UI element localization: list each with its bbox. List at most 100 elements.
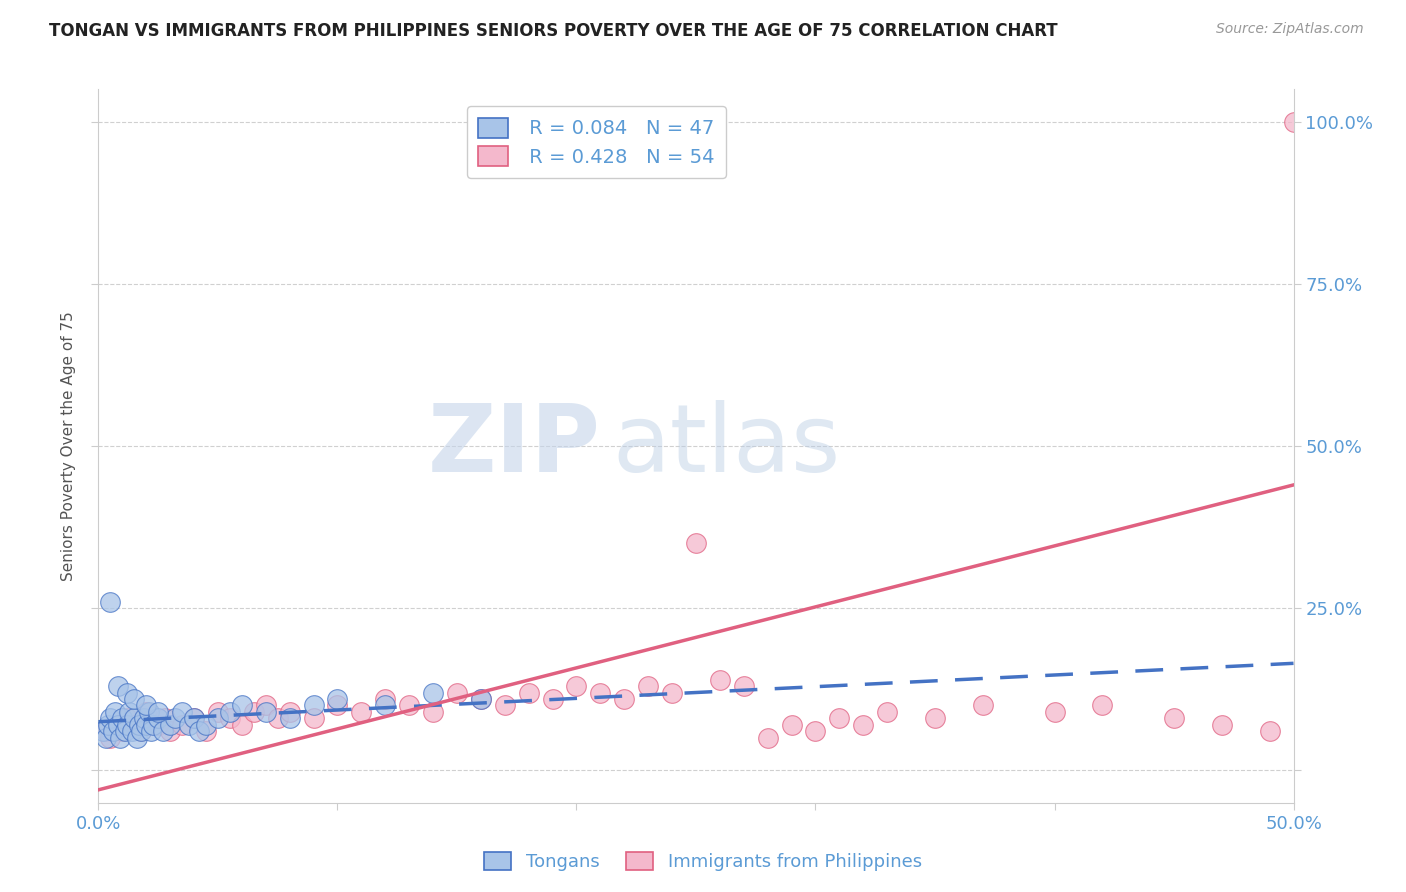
Point (780, 718, 803, 732)
Point (278, 711, 301, 725)
Point (183, 711, 205, 725)
Point (101, 724, 124, 739)
Point (179, 718, 201, 732)
Point (187, 724, 209, 739)
Point (876, 705, 898, 719)
Point (613, 692, 636, 706)
Point (163, 711, 186, 725)
Point (302, 698, 325, 713)
Point (470, 692, 492, 706)
Point (195, 724, 218, 739)
Point (1043, 705, 1066, 719)
Point (756, 731, 779, 745)
Point (135, 698, 157, 713)
Point (135, 705, 157, 719)
Point (326, 692, 349, 706)
Point (804, 724, 827, 739)
Point (685, 536, 707, 550)
Legend:  R = 0.084   N = 47,  R = 0.428   N = 54: R = 0.084 N = 47, R = 0.428 N = 54 (467, 106, 727, 178)
Point (231, 718, 253, 732)
Point (114, 724, 136, 739)
Point (97, 718, 120, 732)
Point (422, 685, 444, 699)
Point (107, 718, 129, 732)
Point (1163, 711, 1185, 725)
Point (148, 711, 170, 725)
Point (121, 724, 143, 739)
Point (98, 731, 122, 745)
Point (637, 679, 659, 693)
Point (135, 718, 157, 732)
Point (131, 724, 153, 739)
Point (132, 711, 155, 725)
Point (94, 731, 117, 745)
Point (104, 705, 127, 719)
Point (107, 718, 129, 732)
Point (446, 685, 468, 699)
Point (111, 724, 134, 739)
Point (131, 724, 153, 739)
Point (142, 718, 165, 732)
Point (219, 711, 242, 725)
Point (115, 718, 138, 732)
Point (267, 711, 290, 725)
Point (183, 711, 205, 725)
Point (350, 705, 373, 719)
Point (589, 685, 612, 699)
Text: Source: ZipAtlas.com: Source: ZipAtlas.com (1216, 22, 1364, 37)
Point (98, 595, 122, 609)
Text: atlas: atlas (613, 400, 841, 492)
Point (254, 705, 277, 719)
Point (111, 711, 134, 725)
Point (470, 692, 492, 706)
Point (302, 711, 325, 725)
Point (138, 705, 160, 719)
Point (1258, 724, 1281, 739)
Point (565, 679, 588, 693)
Point (118, 705, 141, 719)
Point (148, 705, 170, 719)
Y-axis label: Seniors Poverty Over the Age of 75: Seniors Poverty Over the Age of 75 (60, 311, 76, 581)
Point (159, 724, 181, 739)
Point (91, 724, 114, 739)
Point (709, 673, 731, 687)
Point (148, 718, 170, 732)
Point (374, 698, 396, 713)
Point (155, 711, 177, 725)
Point (1211, 718, 1233, 732)
Point (207, 705, 229, 719)
Point (219, 705, 242, 719)
Point (124, 718, 146, 732)
Point (152, 724, 174, 739)
Text: ZIP: ZIP (427, 400, 600, 492)
Point (924, 711, 946, 725)
Point (115, 685, 138, 699)
Point (972, 698, 994, 713)
Point (124, 711, 146, 725)
Point (195, 718, 218, 732)
Point (1091, 698, 1114, 713)
Point (422, 705, 444, 719)
Point (1282, 114, 1305, 128)
Point (108, 731, 131, 745)
Point (207, 711, 229, 725)
Legend: Tongans, Immigrants from Philippines: Tongans, Immigrants from Philippines (477, 845, 929, 879)
Point (517, 685, 540, 699)
Point (124, 692, 146, 706)
Point (125, 731, 148, 745)
Point (98, 711, 122, 725)
Point (243, 705, 266, 719)
Text: TONGAN VS IMMIGRANTS FROM PHILIPPINES SENIORS POVERTY OVER THE AGE OF 75 CORRELA: TONGAN VS IMMIGRANTS FROM PHILIPPINES SE… (49, 22, 1057, 40)
Point (172, 718, 194, 732)
Point (541, 692, 564, 706)
Point (852, 718, 875, 732)
Point (494, 698, 516, 713)
Point (661, 685, 683, 699)
Point (94, 724, 117, 739)
Point (231, 698, 253, 713)
Point (828, 711, 851, 725)
Point (115, 711, 138, 725)
Point (733, 679, 755, 693)
Point (139, 724, 162, 739)
Point (254, 698, 277, 713)
